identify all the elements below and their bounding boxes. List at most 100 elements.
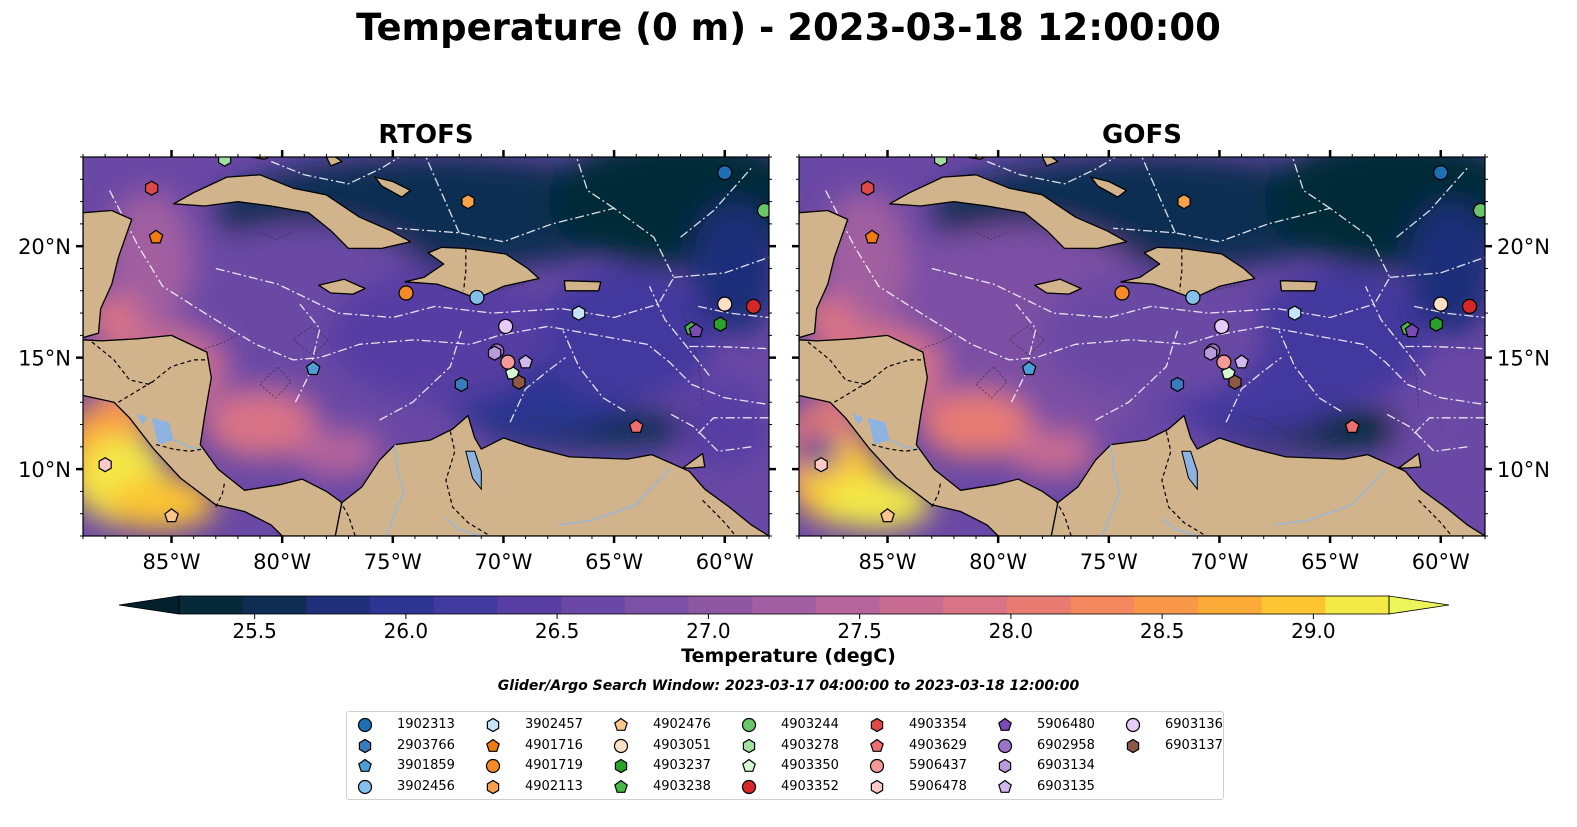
map-frame xyxy=(798,156,1486,537)
river xyxy=(558,468,670,526)
country-border xyxy=(91,341,210,386)
legend-marker-icon xyxy=(358,738,372,753)
lon-tick-label: 60°W xyxy=(1412,550,1470,574)
country-border xyxy=(702,499,737,536)
bathymetry-contour xyxy=(441,274,526,292)
platform-4903352 xyxy=(1461,298,1478,314)
eez-boundary xyxy=(1385,412,1468,452)
legend-label: 4902476 xyxy=(653,717,711,732)
legend-label: 4903350 xyxy=(781,758,839,773)
platform-4901716 xyxy=(864,229,880,244)
river xyxy=(889,439,917,450)
platform-3902457 xyxy=(571,305,586,321)
temperature-patch xyxy=(1009,431,1098,476)
platform-4903629 xyxy=(628,419,644,433)
lake-managua xyxy=(136,413,148,425)
platform-4902476 xyxy=(164,508,179,523)
country-border xyxy=(118,381,152,403)
lon-tick-label: 65°W xyxy=(585,550,643,574)
country-border xyxy=(155,444,203,452)
legend-marker-pentagon-icon xyxy=(870,738,884,752)
legend-marker-circle-icon xyxy=(1125,717,1141,733)
legend-marker-circle-icon xyxy=(997,738,1013,753)
legend-marker-hexagon-icon xyxy=(486,717,500,733)
platform-6903135 xyxy=(1234,354,1249,369)
temperature-patch xyxy=(326,268,548,403)
temperature-patch xyxy=(105,475,216,530)
legend-marker-circle-icon xyxy=(741,717,757,733)
legend-marker-circle-icon xyxy=(357,717,373,733)
country-border xyxy=(1179,248,1183,291)
lat-tick-label-right: 10°N xyxy=(1497,458,1550,482)
bathymetry-contour xyxy=(204,332,241,350)
platform-5906478 xyxy=(98,457,112,473)
legend-label: 4903352 xyxy=(781,778,839,794)
legend-marker-icon xyxy=(1125,717,1141,733)
colorbar-tick-label: 27.5 xyxy=(837,619,882,643)
legend-marker-icon xyxy=(870,717,884,733)
land-yucatan xyxy=(83,209,133,339)
colorbar-label: Temperature (degC) xyxy=(681,645,896,667)
river xyxy=(445,517,482,536)
bathymetry-contour xyxy=(920,332,957,350)
legend-label: 6903137 xyxy=(1165,737,1223,753)
colorbar: 25.5 26.0 26.5 27.0 27.5 28.0 28.5 29.0 xyxy=(118,595,1450,643)
eez-boundary xyxy=(698,305,769,319)
land-bahamas2 xyxy=(374,176,412,198)
colorbar-segment xyxy=(688,596,753,614)
platform-5906480 xyxy=(688,323,704,338)
land-trinidad xyxy=(1398,452,1422,469)
platform-1902313 xyxy=(1433,165,1449,181)
legend-marker-icon xyxy=(742,758,756,772)
platform-2903766 xyxy=(454,376,469,393)
eez-boundary xyxy=(575,157,615,209)
eez-boundary xyxy=(1095,330,1179,421)
legend-marker-icon xyxy=(486,717,500,733)
platform-4903237 xyxy=(1429,316,1444,332)
search-window-text: Glider/Argo Search Window: 2023-03-17 04… xyxy=(497,678,1080,694)
temperature-patch xyxy=(1252,268,1430,403)
legend-marker-pentagon-icon xyxy=(358,758,372,772)
temperature-patch xyxy=(536,268,714,403)
legend-label: 2903766 xyxy=(397,737,455,753)
eez-boundary xyxy=(931,207,1391,319)
colorbar-segment xyxy=(752,596,817,614)
land-hispaniola xyxy=(404,246,540,300)
land-southam xyxy=(1050,414,1485,536)
colorbar-tick-label: 26.0 xyxy=(384,619,429,643)
bathymetry-contour xyxy=(1157,274,1242,292)
legend-label: 4903051 xyxy=(653,737,711,753)
country-border xyxy=(1055,500,1072,536)
map-panel-gofs xyxy=(799,157,1485,536)
country-border xyxy=(871,444,919,452)
legend-marker-hexagon-icon xyxy=(998,758,1012,774)
platform-6903137 xyxy=(512,374,526,390)
legend-label: 4901719 xyxy=(525,758,583,773)
land-southam xyxy=(334,414,769,536)
legend-label: 6903135 xyxy=(1037,778,1095,794)
map-panel-rtofs xyxy=(83,157,769,536)
colorbar-segment xyxy=(370,596,435,614)
eez-boundary xyxy=(425,157,460,234)
platform-6903134 xyxy=(487,345,502,361)
eez-boundary xyxy=(697,417,769,434)
legend-label: 6903136 xyxy=(1165,717,1223,732)
legend-marker-hexagon-icon xyxy=(870,779,884,794)
map-frame xyxy=(82,156,770,537)
colorbar-segment xyxy=(815,596,881,614)
platform-4903278 xyxy=(933,157,948,167)
legend-marker-hexagon-icon xyxy=(358,738,372,753)
temperature-patch xyxy=(920,391,1032,458)
eez-boundary xyxy=(1389,256,1485,279)
land-central xyxy=(799,334,1059,536)
platform-3901859 xyxy=(305,361,321,376)
river xyxy=(1274,468,1386,526)
bathymetry-contour xyxy=(527,415,573,434)
land-trinidad xyxy=(682,452,706,469)
legend-marker-pentagon-icon xyxy=(742,758,756,772)
legend-marker-circle-icon xyxy=(741,779,757,794)
legend-label: 6902958 xyxy=(1037,737,1095,753)
platform-4903237 xyxy=(713,316,728,332)
platform-3902456 xyxy=(469,289,485,306)
